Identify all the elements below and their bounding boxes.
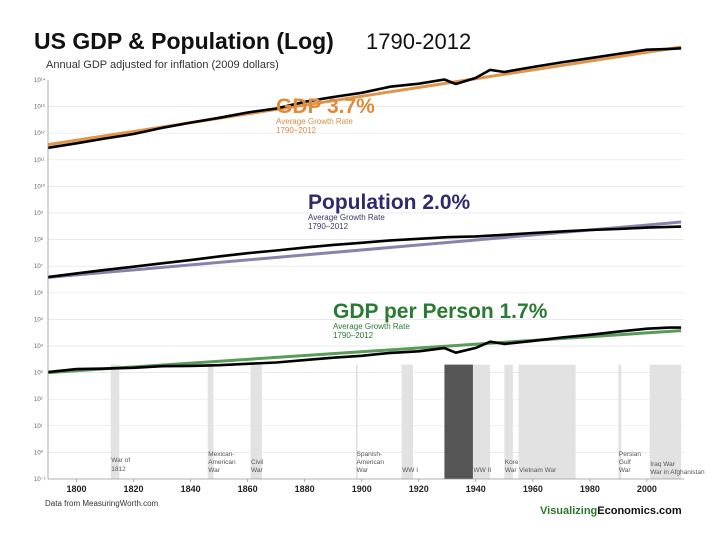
y-tick-label: 10¹³ — [34, 105, 45, 111]
trend-line — [47, 45, 682, 147]
y-tick-label: 10² — [34, 397, 43, 403]
event-label: Spanish-American War — [357, 451, 385, 474]
x-tick-label: 1980 — [580, 484, 600, 494]
event-band — [207, 364, 214, 479]
x-tick-label: 1880 — [295, 484, 315, 494]
x-tick-label: 1800 — [67, 484, 87, 494]
series-caption: Average Growth Rate — [276, 117, 353, 126]
event-label: Korean War — [505, 459, 526, 474]
source-note: Data from MeasuringWorth.com — [45, 499, 159, 508]
y-tick-label: 10⁷ — [34, 263, 43, 270]
y-tick-label: 10⁶ — [34, 290, 44, 297]
brand-part-1: Visualizing — [540, 505, 597, 517]
event-band — [444, 364, 473, 479]
chart-subtitle: Annual GDP adjusted for inflation (2009 … — [46, 59, 279, 71]
y-tick-label: 10¹¹ — [34, 158, 45, 164]
x-tick-label: 1900 — [352, 484, 372, 494]
x-tick-label: 1920 — [409, 484, 429, 494]
y-tick-label: 10⁵ — [34, 316, 44, 323]
series-years: 1790–2012 — [333, 331, 374, 340]
event-band — [110, 364, 120, 479]
event-label: War of 1812 — [111, 457, 130, 473]
event-label: Great Depression — [445, 459, 478, 474]
series-title: Population 2.0% — [308, 191, 471, 214]
x-tick-label: 1820 — [124, 484, 144, 494]
chart-title-years: 1790-2012 — [366, 29, 471, 54]
event-label: Mexican-American War — [208, 451, 236, 474]
event-band — [250, 364, 262, 479]
event-band — [504, 364, 513, 479]
y-tick-label: 10¹⁴ — [34, 77, 46, 84]
y-tick-label: 10⁸ — [34, 237, 44, 244]
event-label: Persian Gulf War — [619, 451, 641, 474]
event-band — [356, 364, 358, 479]
y-tick-label: 10¹⁰ — [34, 183, 46, 190]
series-line — [47, 225, 682, 279]
event-bands: War of 1812 Mexican-American War Civil War Spa… — [110, 364, 705, 479]
gridlines — [48, 106, 684, 453]
series-title: GDP per Person 1.7% — [333, 300, 548, 323]
event-label: WW II — [473, 467, 491, 474]
x-tick-label: 1940 — [466, 484, 486, 494]
y-tick-label: 10¹ — [34, 424, 43, 430]
x-tick-label: 1960 — [523, 484, 543, 494]
event-label: Civil War — [251, 459, 264, 474]
event-band — [472, 364, 491, 479]
series-labels: GDP 3.7%Average Growth Rate1790–2012Popu… — [276, 95, 548, 340]
y-tick-label: 10³ — [34, 371, 43, 377]
event-label: Iraq War War in Afghanistan — [650, 461, 705, 476]
x-tick-label: 2000 — [637, 484, 657, 494]
series-line — [47, 326, 682, 374]
brand-logo: VisualizingEconomics.com — [540, 505, 682, 517]
y-tick-label: 10⁹ — [34, 210, 44, 217]
chart-title: US GDP & Population (Log) — [34, 28, 334, 54]
series-caption: Average Growth Rate — [333, 322, 410, 331]
series-title: GDP 3.7% — [276, 95, 375, 118]
x-tick-label: 1840 — [181, 484, 201, 494]
series-line — [47, 47, 682, 150]
series-years: 1790–2012 — [308, 222, 349, 231]
event-band — [649, 364, 682, 479]
axes: 10¹⁴ 10¹³ 10¹² 10¹¹ 10¹⁰ 10⁹ 10⁸ 10⁷ 10⁶ 10⁵ 10⁴ 10… — [34, 77, 684, 494]
brand-part-2: Economics.com — [597, 505, 682, 517]
series-caption: Average Growth Rate — [308, 213, 385, 222]
y-tick-label: 10⁻¹ — [34, 477, 46, 483]
event-label: WW I — [402, 467, 418, 474]
event-label: Vietnam War — [519, 467, 557, 474]
event-band — [618, 364, 622, 479]
y-tick-label: 10⁴ — [34, 343, 44, 350]
y-tick-label: 10¹² — [34, 131, 45, 137]
x-tick-label: 1860 — [238, 484, 258, 494]
event-band — [518, 364, 576, 479]
actual-lines — [47, 47, 682, 374]
y-tick-label: 10⁰ — [34, 449, 44, 456]
series-years: 1790–2012 — [276, 126, 317, 135]
event-band — [401, 364, 414, 479]
